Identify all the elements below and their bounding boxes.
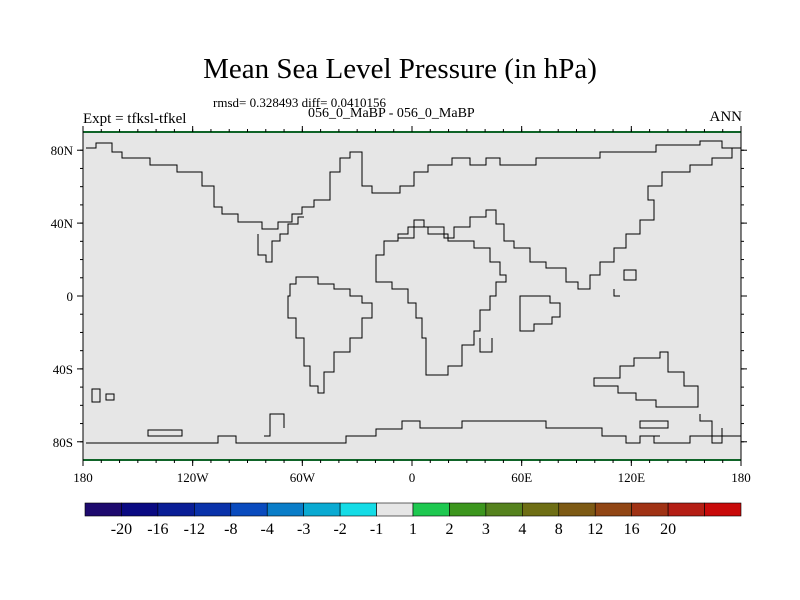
case-label: 056_0_MaBP - 056_0_MaBP: [308, 106, 475, 121]
colorbar-swatch: [485, 502, 523, 517]
coastline-antarctic-peninsula: [264, 413, 285, 437]
colorbar-label: 12: [587, 521, 603, 538]
coastline-islands-west: [91, 388, 115, 403]
colorbar-swatch: [704, 502, 742, 517]
colorbar-swatch: [303, 502, 341, 517]
colorbar-label: -2: [333, 521, 346, 538]
x-tick-label: 120W: [177, 470, 210, 485]
x-tick-label: 0: [409, 470, 416, 485]
colorbar-swatch: [339, 502, 377, 517]
colorbar-swatch: [157, 502, 195, 517]
colorbar-swatch: [667, 502, 705, 517]
colorbar-label: 8: [555, 521, 563, 538]
colorbar-swatch: [631, 502, 669, 517]
colorbar-swatch: [194, 502, 232, 517]
colorbar-swatch: [594, 502, 632, 517]
experiment-label: Expt = tfksl-tfkel: [83, 111, 187, 127]
colorbar-swatch: [412, 502, 450, 517]
y-tick-label: 0: [67, 289, 74, 304]
map-field: [83, 132, 741, 460]
x-tick-label: 120E: [618, 470, 646, 485]
coastline-antarctica: [86, 420, 741, 444]
colorbar-swatch: [84, 502, 122, 517]
colorbar-label: 4: [518, 521, 526, 538]
x-tick-label: 60E: [511, 470, 532, 485]
coastline-central-america: [257, 216, 304, 263]
coastline-north-america: [86, 140, 741, 230]
rmsd-diff-stats: rmsd= 0.328493 diff= 0.0410156: [213, 95, 386, 110]
colorbar-label: -16: [147, 521, 168, 538]
colorbar-label: 2: [445, 521, 453, 538]
y-tick-label: 80N: [51, 143, 74, 158]
colorbar-label: -20: [111, 521, 132, 538]
colorbar-swatch: [522, 502, 560, 517]
y-tick-label: 40N: [51, 216, 74, 231]
colorbar-label: -12: [184, 521, 205, 538]
coastlines: [86, 140, 741, 444]
colorbar-label: 3: [482, 521, 490, 538]
x-tick-label: 180: [731, 470, 751, 485]
y-tick-label: 40S: [53, 362, 73, 377]
colorbar-label: -4: [261, 521, 274, 538]
coastline-south-america: [287, 276, 373, 394]
coastline-indonesia: [479, 289, 620, 353]
x-tick-label: 60W: [290, 470, 316, 485]
coastline-asia: [398, 147, 741, 290]
colorbar-label: -1: [370, 521, 383, 538]
colorbar-swatch: [230, 502, 268, 517]
colorbar-swatch: [558, 502, 596, 517]
colorbar-swatch: [376, 502, 414, 517]
coastline-island-south-pacific: [147, 429, 183, 437]
colorbar-swatch: [266, 502, 304, 517]
coastline-southeast-asia: [519, 295, 561, 332]
colorbar-label: -8: [224, 521, 237, 538]
colorbar-label: 20: [660, 521, 676, 538]
y-tick-label: 80S: [53, 435, 73, 450]
coastline-australia: [593, 351, 699, 408]
map-axes: 180 120W 60W 0 60E 120E 180 80N 40N 0 40S 80S: [51, 126, 751, 485]
colorbar: -20 -16 -12 -8 -4 -3 -2 -1 1 2 3 4 8 12 16 20: [84, 502, 742, 538]
x-tick-label: 180: [73, 470, 93, 485]
colorbar-swatch: [449, 502, 487, 517]
colorbar-label: 16: [624, 521, 640, 538]
chart-title: Mean Sea Level Pressure (in hPa): [203, 53, 597, 85]
colorbar-swatch: [121, 502, 159, 517]
colorbar-label: 1: [409, 521, 417, 538]
season-label: ANN: [709, 109, 743, 125]
coastline-japan: [623, 269, 637, 281]
colorbar-label: -3: [297, 521, 310, 538]
